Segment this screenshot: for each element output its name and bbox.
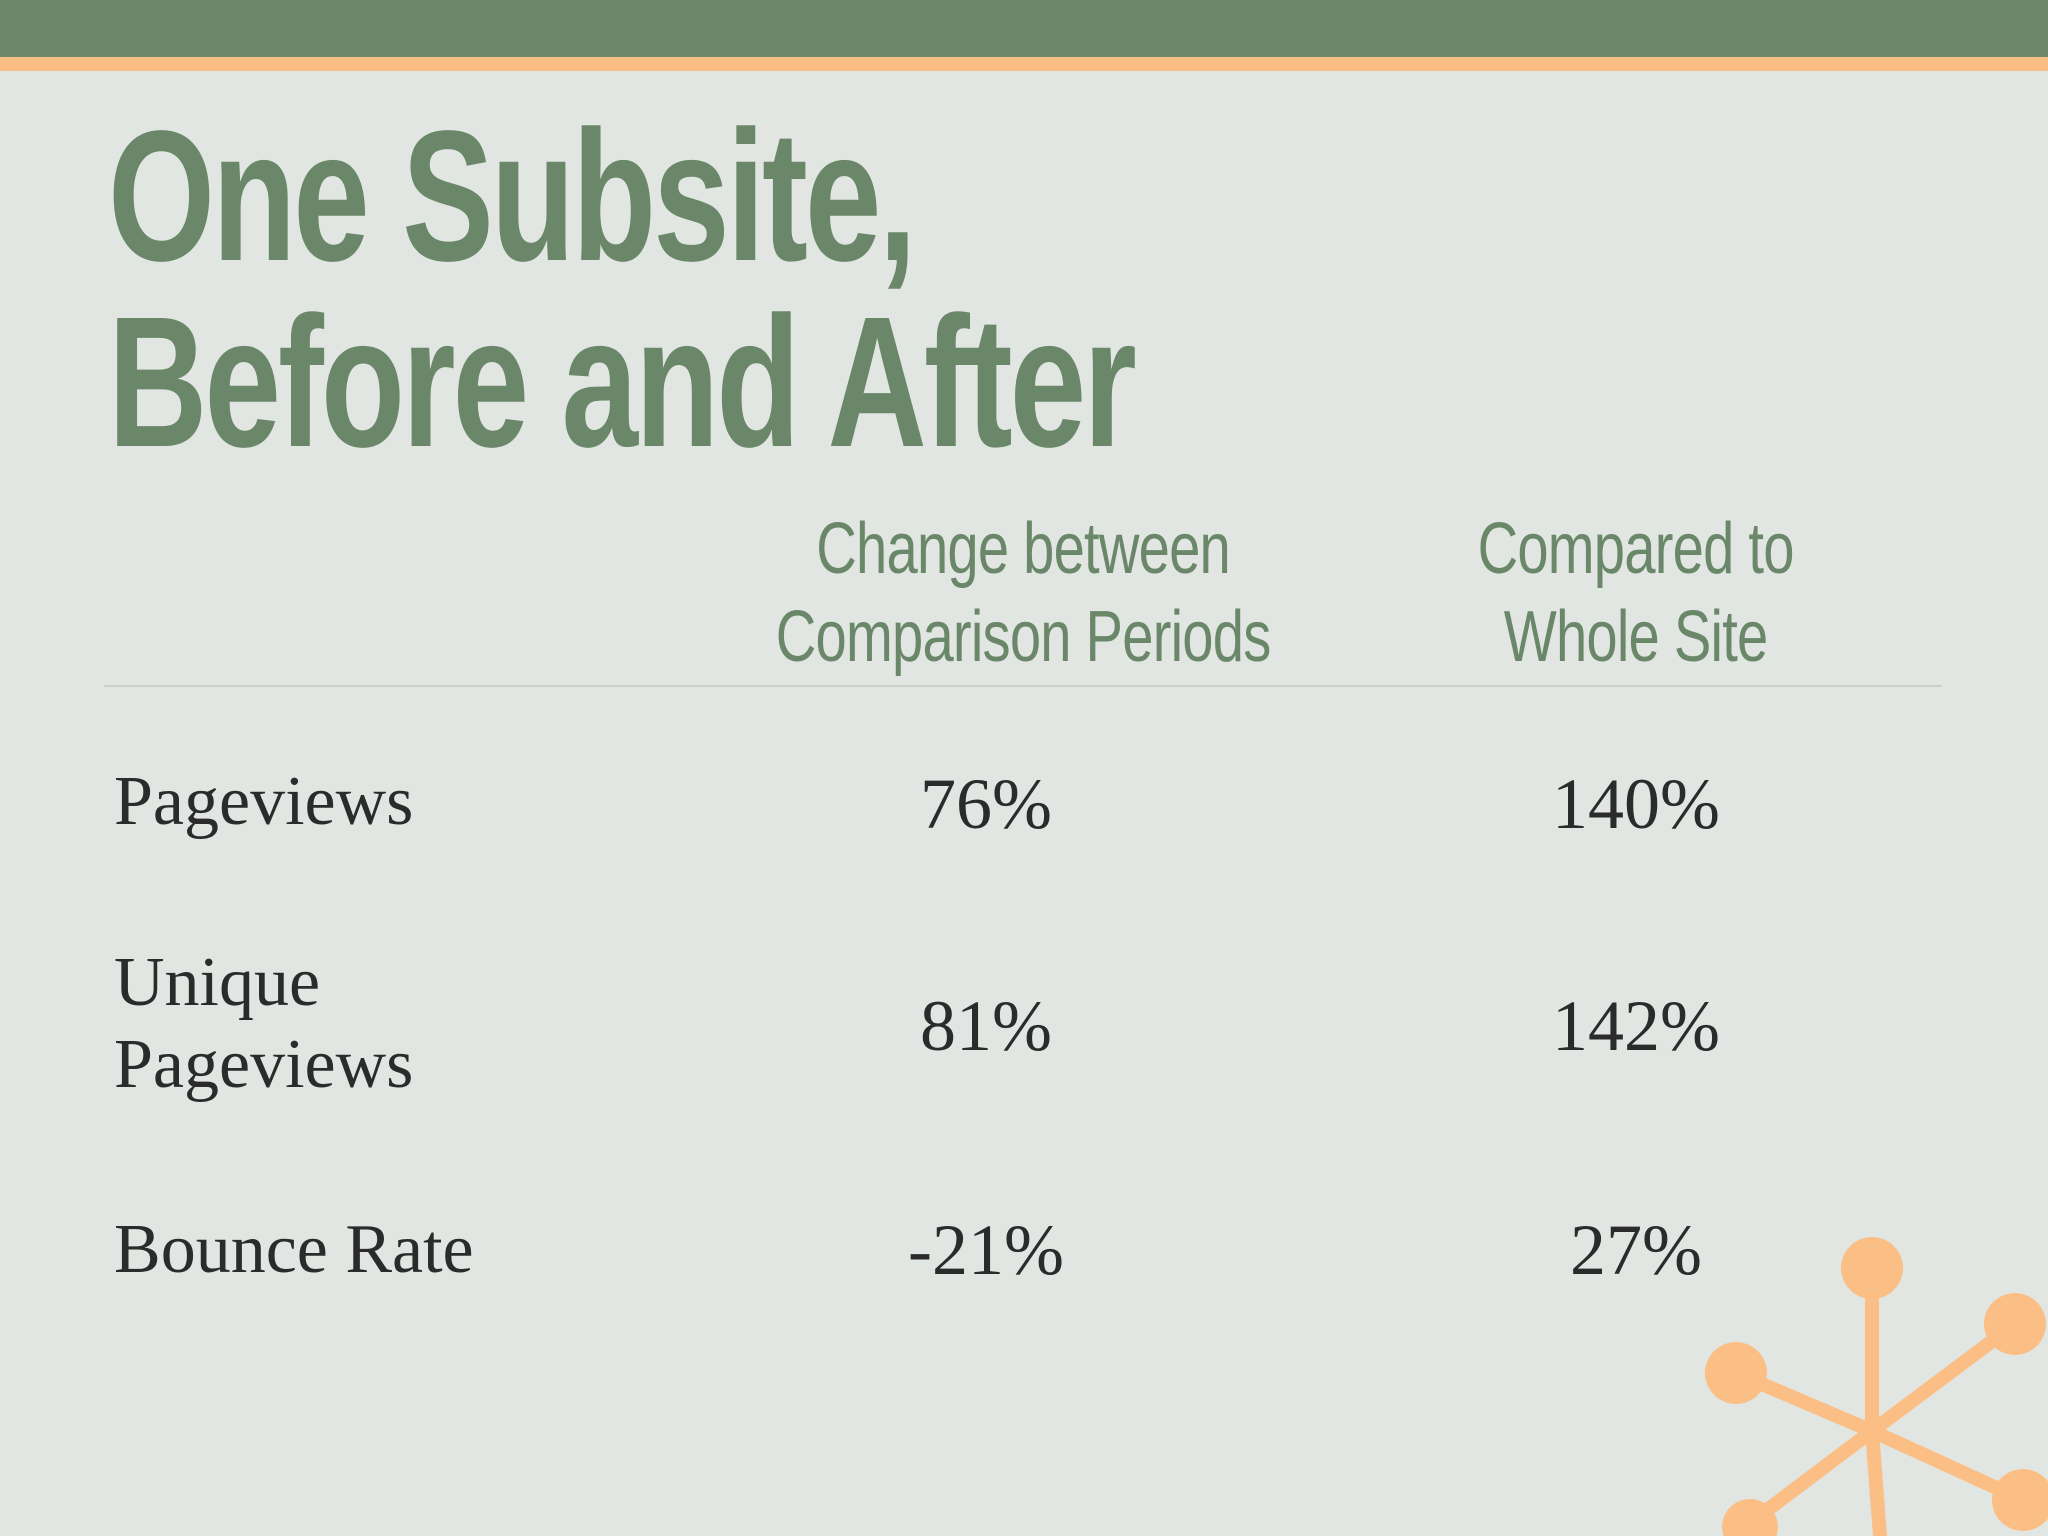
cell-pageviews-change: 76% bbox=[920, 764, 1052, 844]
cell-unique-pageviews-compared: 142% bbox=[1552, 986, 1720, 1066]
column-header-compared-line-2: Whole Site bbox=[1504, 597, 1769, 677]
row-label-unique-pageviews: Unique Pageviews bbox=[114, 942, 413, 1106]
cell-pageviews-compared: 140% bbox=[1552, 764, 1720, 844]
row-label-line: Unique bbox=[114, 944, 321, 1021]
column-header-change-line-2: Comparison Periods bbox=[775, 597, 1272, 677]
slide-title: One Subsite, Before and After bbox=[108, 93, 1137, 486]
slide-title-line-2: Before and After bbox=[108, 279, 1137, 486]
table-header-divider bbox=[104, 685, 1942, 687]
column-header-change-line-1: Change between bbox=[816, 509, 1231, 589]
row-label-line: Pageviews bbox=[114, 1026, 414, 1103]
row-label-line: Bounce Rate bbox=[114, 1211, 474, 1288]
cell-bounce-rate-change: -21% bbox=[908, 1210, 1064, 1290]
slide-title-line-1: One Subsite, bbox=[108, 93, 917, 300]
column-header-compared: Compared to Whole Site bbox=[1356, 505, 1916, 681]
header-bar bbox=[0, 0, 2048, 57]
cell-unique-pageviews-change: 81% bbox=[920, 986, 1052, 1066]
row-label-line: Pageviews bbox=[114, 763, 414, 840]
column-header-compared-line-1: Compared to bbox=[1477, 509, 1795, 589]
atom-molecule-icon bbox=[1705, 1237, 2048, 1536]
header-accent-stripe bbox=[0, 57, 2048, 71]
row-label-pageviews: Pageviews bbox=[114, 761, 413, 843]
row-label-bounce-rate: Bounce Rate bbox=[114, 1209, 474, 1291]
column-header-change: Change between Comparison Periods bbox=[706, 505, 1272, 681]
cell-bounce-rate-compared: 27% bbox=[1570, 1210, 1702, 1290]
